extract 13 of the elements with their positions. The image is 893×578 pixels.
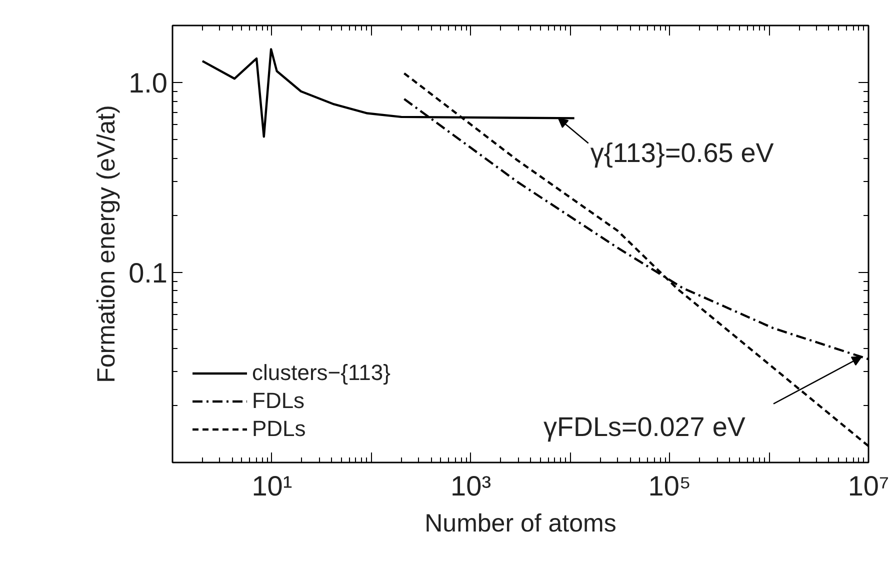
x-tick-label: 10³ [450,470,492,502]
y-tick-label: 0.1 [128,258,168,289]
x-tick-label: 10⁵ [648,470,692,502]
annotation: γ{113}=0.65 eV [590,138,774,168]
legend-label: FDLs [252,388,305,414]
x-axis-title: Number of atoms [424,510,616,538]
x-tick-label: 10¹ [252,470,292,502]
x-tick-label: 10⁷ [848,470,890,502]
y-tick-label: 1.0 [128,68,168,99]
legend-label: clusters−{113} [252,360,390,386]
y-axis-title: Formation energy (eV/at) [92,105,121,383]
legend-label: PDLs [252,416,306,442]
annotation: γFDLs=0.027 eV [543,412,746,442]
